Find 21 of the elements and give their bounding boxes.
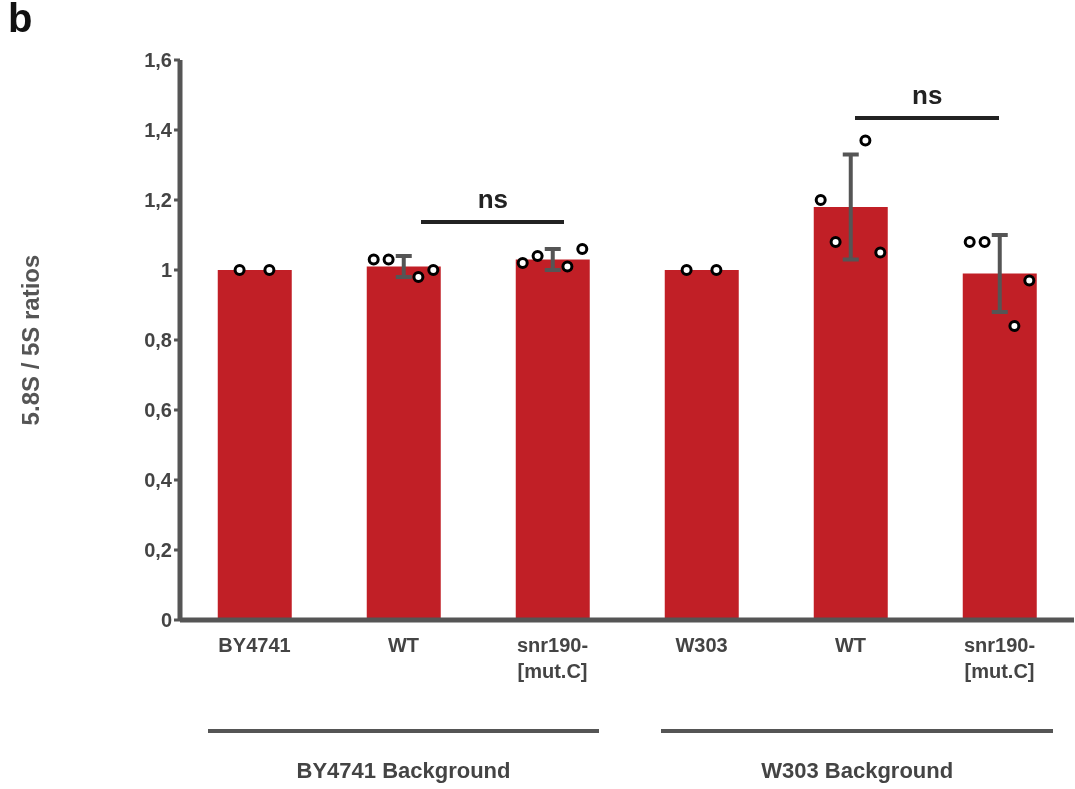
x-tick-label: W303 — [675, 634, 728, 656]
x-tick-label: WT — [387, 634, 420, 656]
x-tick-label: WT — [834, 634, 867, 656]
x-tick-label: snr190-[mut.C] — [516, 634, 589, 682]
y-tick-label: 1,4 — [144, 119, 173, 142]
text: b — [8, 0, 33, 41]
text: W303 Background — [761, 758, 954, 784]
y-tick-label: 1,2 — [144, 189, 172, 212]
y-tick-label: 1,6 — [144, 49, 172, 72]
y-tick-label: 0,8 — [144, 329, 172, 352]
annotation: ns — [912, 80, 943, 111]
y-tick-label: 0,6 — [144, 399, 172, 422]
y-tick-label: 0,2 — [144, 539, 172, 562]
y-tick-label: 1 — [160, 259, 172, 282]
text: BY4741 Background — [296, 758, 511, 784]
y-axis-title: 5.8S / 5S ratios — [16, 254, 44, 426]
annotation: ns — [477, 184, 509, 215]
x-tick-label: snr190-[mut.C] — [963, 634, 1036, 682]
y-tick-label: 0 — [160, 609, 172, 632]
y-tick-label: 0,4 — [144, 469, 173, 492]
x-tick-label: BY4741 — [218, 634, 291, 656]
